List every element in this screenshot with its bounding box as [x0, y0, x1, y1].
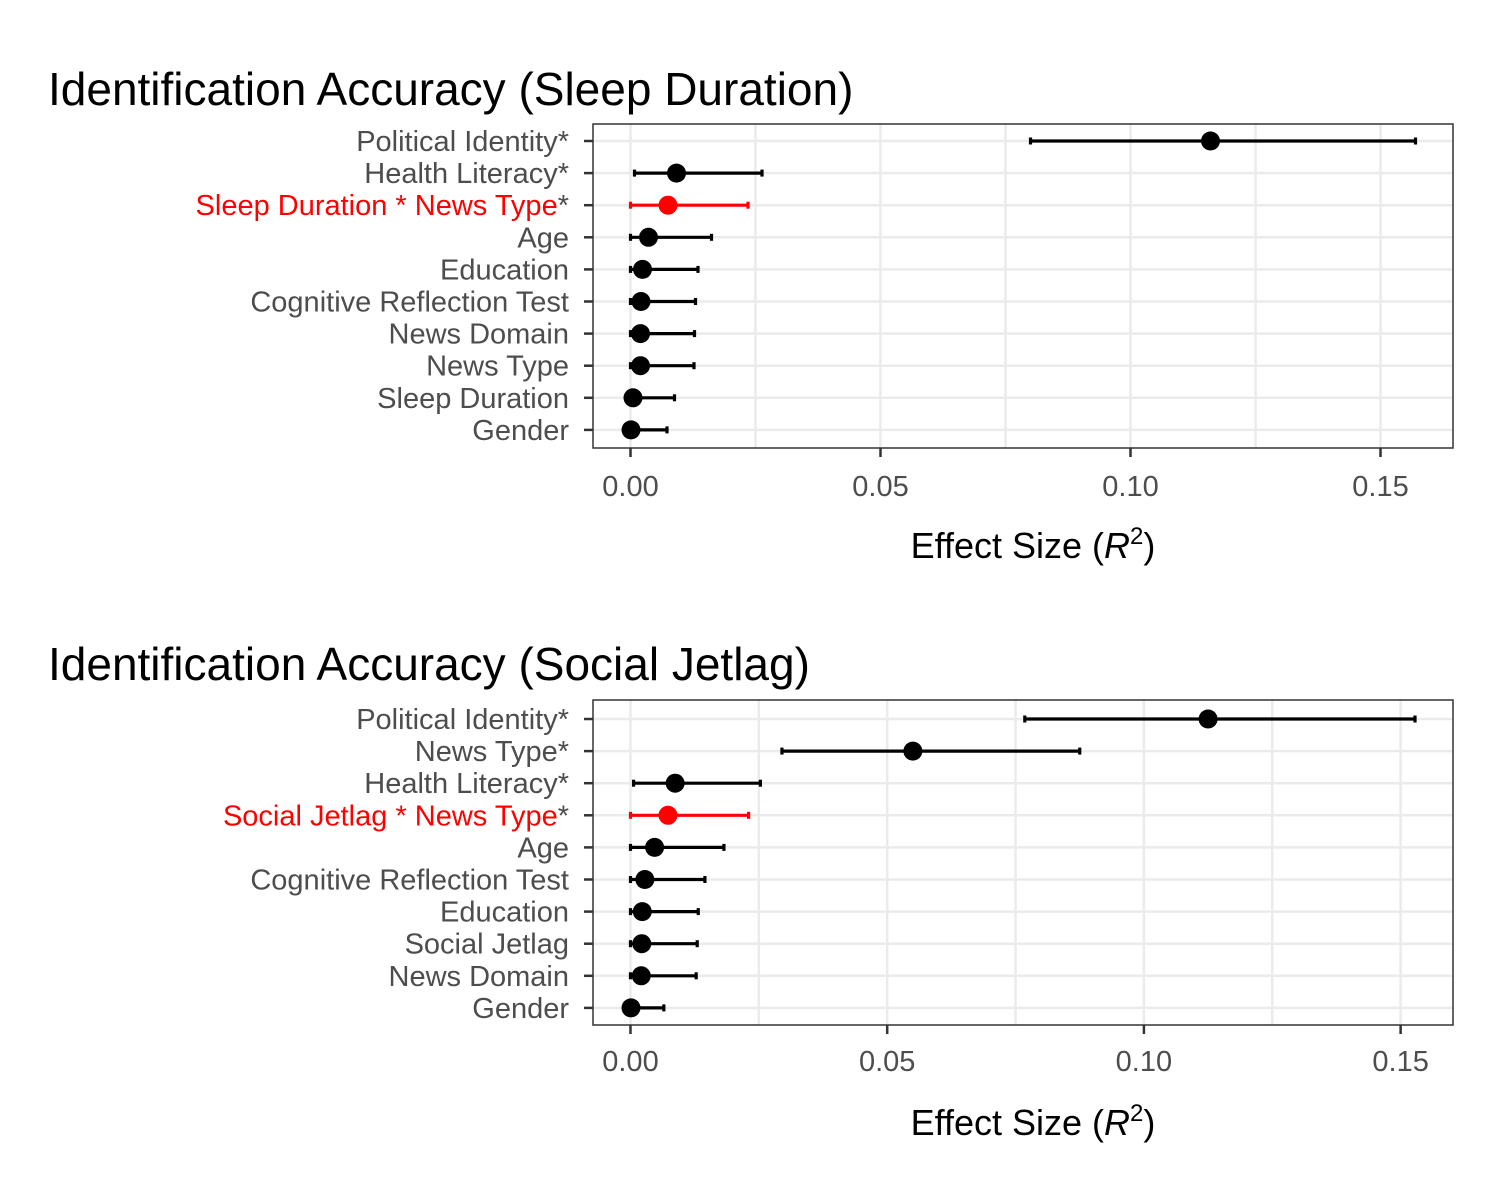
x-tick-label: 0.00 [602, 471, 658, 503]
estimate-point [633, 259, 652, 279]
category-name: Political Identity [356, 704, 558, 736]
category-name: Political Identity [356, 126, 558, 158]
x-axis-label-symbol: R [1104, 1102, 1130, 1143]
estimate-point [1198, 709, 1218, 729]
chart-panel-1: Identification Accuracy (Sleep Duration)… [48, 63, 1454, 566]
estimate-point [631, 292, 651, 311]
plot-background [593, 700, 1453, 1025]
estimate-point [635, 870, 655, 889]
category-label: Gender [472, 993, 569, 1025]
x-axis-label-superscript: 2 [1130, 523, 1143, 550]
category-name: Social Jetlag * News Type [223, 800, 558, 832]
estimate-point [658, 805, 678, 825]
estimate-point [623, 388, 643, 408]
significance-marker: * [558, 800, 569, 832]
x-axis-label-close: ) [1143, 525, 1155, 566]
x-tick-label: 0.15 [1372, 1046, 1428, 1078]
category-label: Social Jetlag * News Type* [223, 800, 569, 832]
category-name: Gender [472, 993, 569, 1025]
category-label: Cognitive Reflection Test [250, 865, 569, 897]
significance-marker: * [558, 768, 569, 800]
category-label: Social Jetlag [405, 929, 569, 961]
category-name: Sleep Duration [377, 383, 569, 415]
estimate-point [667, 163, 686, 183]
x-axis-label-text: Effect Size ( [911, 1102, 1104, 1143]
category-label: Age [517, 222, 569, 254]
category-label: News Domain [389, 319, 570, 351]
significance-marker: * [558, 126, 569, 158]
category-label: Cognitive Reflection Test [250, 287, 569, 319]
x-axis-label: Effect Size (R2) [911, 523, 1156, 566]
significance-marker: * [558, 736, 569, 768]
x-axis-label-close: ) [1143, 1102, 1155, 1143]
significance-marker: * [558, 704, 569, 736]
significance-marker: * [558, 158, 569, 190]
category-label: Political Identity* [356, 126, 569, 158]
category-name: Age [517, 222, 569, 254]
estimate-point [631, 356, 650, 376]
significance-marker: * [558, 190, 569, 222]
category-name: Cognitive Reflection Test [250, 865, 569, 897]
estimate-point [621, 420, 641, 440]
estimate-point [639, 227, 658, 247]
chart-title: Identification Accuracy (Sleep Duration) [48, 63, 853, 115]
estimate-point [631, 324, 650, 344]
category-label: News Domain [389, 961, 570, 993]
x-tick-label: 0.15 [1352, 471, 1408, 503]
x-tick-label: 0.10 [1116, 1046, 1172, 1078]
estimate-point [631, 966, 651, 986]
category-name: News Domain [389, 319, 570, 351]
estimate-point [1201, 131, 1220, 151]
category-label: Sleep Duration [377, 383, 569, 415]
plot-background [593, 124, 1453, 448]
estimate-point [632, 902, 652, 922]
estimate-point [645, 837, 665, 857]
category-name: News Type [415, 736, 558, 768]
category-label: Sleep Duration * News Type* [196, 190, 569, 222]
x-tick-label: 0.05 [852, 471, 908, 503]
chart-panel-2: Identification Accuracy (Social Jetlag) P… [48, 638, 1454, 1143]
category-name: Education [440, 254, 569, 286]
category-label: Political Identity* [356, 704, 569, 736]
estimate-point [621, 998, 641, 1018]
plot-frame [592, 699, 1454, 1026]
category-name: Age [517, 832, 569, 864]
estimate-point [665, 773, 685, 793]
estimate-point [632, 934, 652, 954]
category-label: Health Literacy* [364, 768, 569, 800]
category-name: Gender [472, 415, 569, 447]
category-name: Education [440, 897, 569, 929]
x-tick-label: 0.00 [602, 1046, 658, 1078]
category-name: News Type [426, 351, 569, 383]
category-label: Health Literacy* [364, 158, 569, 190]
x-tick-label: 0.05 [859, 1046, 915, 1078]
category-name: News Domain [389, 961, 570, 993]
category-label: News Type [426, 351, 569, 383]
chart-title: Identification Accuracy (Social Jetlag) [48, 638, 810, 690]
estimate-point [903, 741, 923, 761]
category-label: Age [517, 832, 569, 864]
category-name: Health Literacy [364, 768, 558, 800]
plot-frame [592, 123, 1454, 449]
category-label: Gender [472, 415, 569, 447]
x-tick-label: 0.10 [1102, 471, 1158, 503]
x-axis-label: Effect Size (R2) [911, 1100, 1156, 1143]
category-name: Cognitive Reflection Test [250, 287, 569, 319]
category-name: Sleep Duration * News Type [196, 190, 558, 222]
category-label: News Type* [415, 736, 569, 768]
x-axis-label-symbol: R [1104, 525, 1130, 566]
category-name: Social Jetlag [405, 929, 569, 961]
category-label: Education [440, 254, 569, 286]
category-name: Health Literacy [364, 158, 558, 190]
estimate-point [658, 195, 678, 215]
category-label: Education [440, 897, 569, 929]
x-axis-label-superscript: 2 [1130, 1100, 1143, 1127]
x-axis-label-text: Effect Size ( [911, 525, 1104, 566]
